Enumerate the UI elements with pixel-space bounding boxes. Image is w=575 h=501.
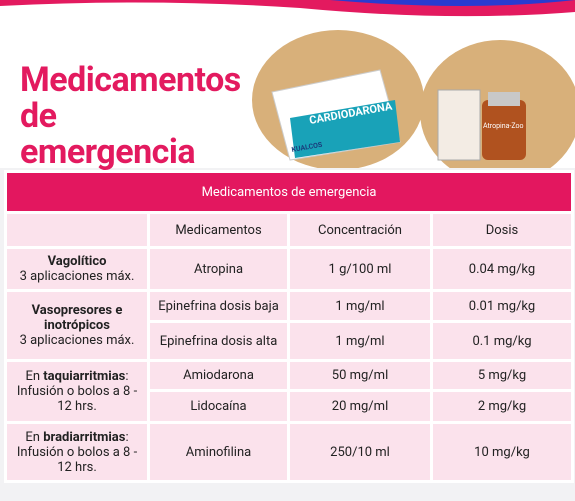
cell: 1 mg/ml [290, 323, 430, 359]
body-row: Epinefrina dosis alta 1 mg/ml 0.1 mg/kg [7, 323, 572, 359]
group-cell: En bradiarritmias: Infusión o bolos a 8 -… [7, 424, 147, 480]
group-label: En bradiarritmias: [11, 430, 143, 445]
cell: 20 mg/ml [290, 392, 430, 421]
cell: 0.01 mg/kg [433, 292, 572, 320]
group-note: 3 aplicaciones máx. [19, 333, 135, 348]
cell: 5 mg/kg [433, 362, 572, 389]
title-text: Medicamentos de emergencia [20, 60, 241, 172]
product-text: Atropina-Zoo [483, 122, 523, 130]
group-label: Vasopresores e inotrópicos [11, 303, 143, 333]
group-label-part: Vasopresores e inotrópicos [31, 303, 126, 333]
cell: Epinefrina dosis alta [150, 323, 287, 359]
cell: Amiodarona [150, 362, 287, 389]
group-label-part: Vagolítico [47, 254, 107, 269]
group-label-part: : [125, 429, 129, 445]
header-cell: Medicamentos [150, 214, 287, 246]
body-row: En bradiarritmias: Infusión o bolos a 8 -… [7, 424, 572, 480]
header-cell: Concentración [290, 214, 430, 246]
bottles: Atropina-Zoo [437, 89, 526, 161]
cell: Aminofilina [150, 424, 287, 480]
cell: 0.04 mg/kg [433, 249, 572, 289]
cell: Epinefrina dosis baja [150, 292, 287, 320]
group-label-part: : [125, 369, 129, 384]
header-cell [7, 214, 147, 246]
group-cell: En taquiarritmias: Infusión o bolos a 8 -… [7, 362, 147, 421]
body-row: Lidocaína 20 mg/ml 2 mg/kg [7, 392, 572, 421]
group-label: En taquiarritmias: [11, 369, 143, 384]
cell: 1 g/100 ml [290, 249, 430, 289]
caption: Medicamentos de emergencia [7, 173, 572, 211]
group-label-part: En [25, 429, 44, 445]
group-note: Infusión o bolos a 8 - 12 hrs. [16, 384, 138, 414]
group-label-part: En [25, 369, 44, 384]
body-row: Vasopresores e inotrópicos 3 aplicaciones… [7, 292, 572, 359]
header-row: Medicamentos Concentración Dosis [7, 214, 572, 246]
group-note: 3 aplicaciones máx. [19, 269, 135, 284]
stripe-pink [0, 0, 575, 17]
group-label-part: taquiarritmias [43, 369, 126, 384]
cell: 10 mg/kg [433, 424, 572, 480]
body-row: En taquiarritmias: Infusión o bolos a 8 -… [7, 362, 572, 421]
table: Medicamentos de emergencia Medicamentos Co… [4, 170, 575, 483]
group-note: Infusión o bolos a 8 - 12 hrs. [16, 444, 138, 475]
cell: 2 mg/kg [433, 392, 572, 421]
cell: Lidocaína [150, 392, 287, 421]
title: Medicamentos de emergencia [20, 60, 241, 172]
caption-row: Medicamentos de emergencia [7, 173, 572, 211]
cell: 50 mg/ml [290, 362, 430, 389]
group-cell: Vasopresores e inotrópicos 3 aplicaciones… [7, 292, 147, 359]
cell: Atropina [150, 249, 287, 289]
banner-art: CARDIODARONA KUALCOS Atropina-Zoo [0, 0, 575, 168]
group-label-part: bradiarritmias [43, 429, 126, 445]
cell: 250/10 ml [290, 424, 430, 480]
box-cardiodarona: CARDIODARONA KUALCOS [271, 69, 401, 161]
group-label: Vagolítico [11, 254, 143, 269]
banner: CARDIODARONA KUALCOS Atropina-Zoo Medica… [0, 0, 575, 172]
group-cell: Vagolítico 3 aplicaciones máx. [7, 249, 147, 289]
cell: 0.1 mg/kg [433, 323, 572, 359]
header-cell: Dosis [433, 214, 572, 246]
body-row: Vagolítico 3 aplicaciones máx. Atropina 1 g… [7, 249, 572, 289]
cell: 1 mg/ml [290, 292, 430, 320]
